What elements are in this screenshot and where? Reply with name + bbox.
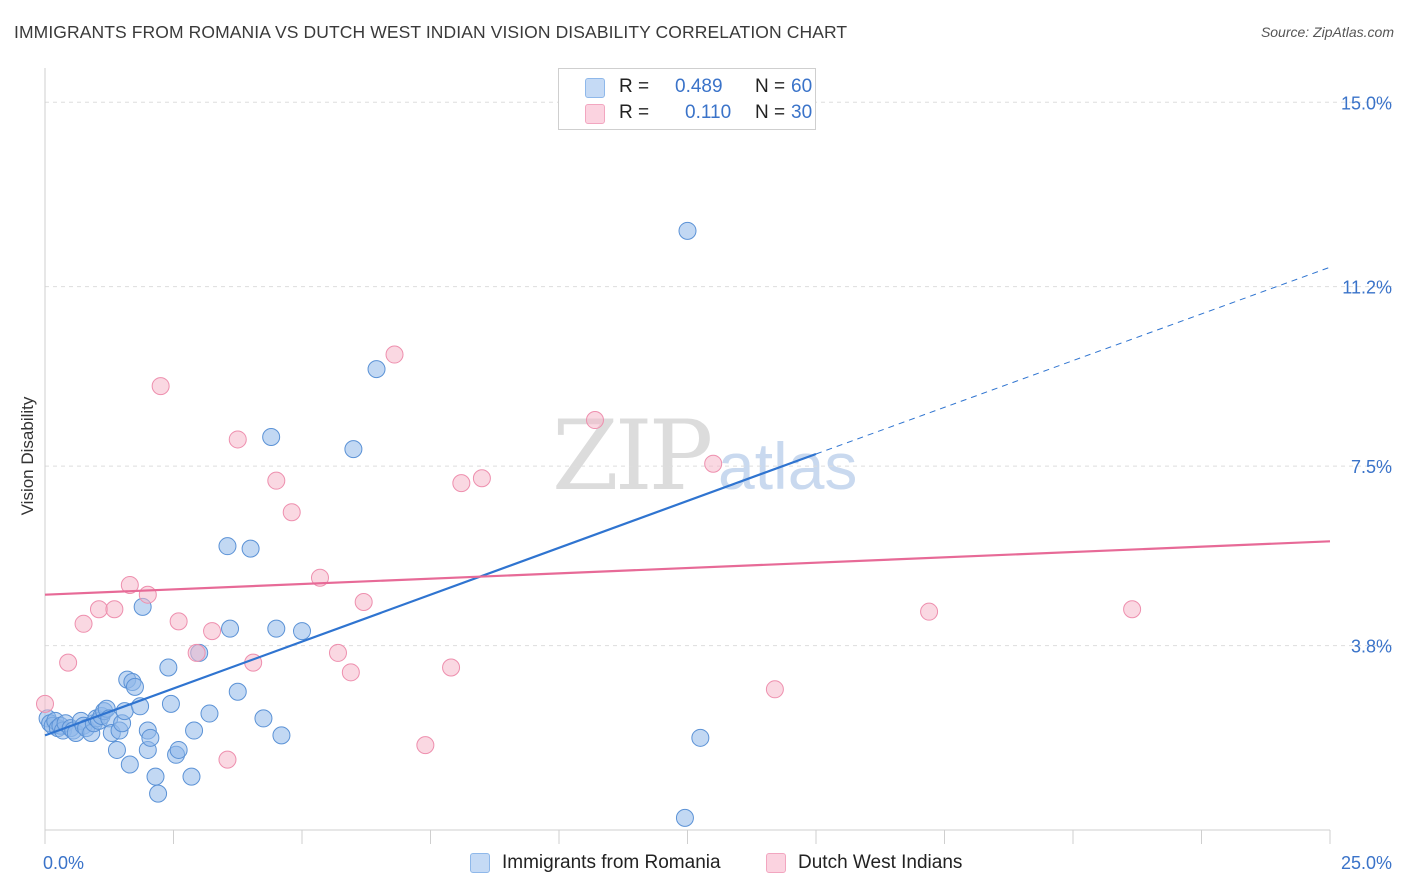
dutch-west-indian-point	[920, 602, 939, 621]
dutch-west-indian-point	[59, 653, 78, 672]
dutch-west-indian-point	[442, 658, 461, 677]
dutch-west-indian-point	[228, 430, 247, 449]
dutch-west-indian-trend-line	[44, 540, 1331, 596]
dutch-west-indian-point	[151, 377, 170, 396]
y-tick-label: 15.0%	[1341, 93, 1392, 113]
bottom-legend-label-dutch-west-indians: Dutch West Indians	[798, 852, 963, 873]
dutch-west-indian-point	[169, 612, 188, 631]
y-tick-label: 3.8%	[1351, 637, 1392, 657]
x-tick-label: 0.0%	[43, 853, 84, 873]
romania-trend-extension	[815, 266, 1331, 455]
chart-title: IMMIGRANTS FROM ROMANIA VS DUTCH WEST IN…	[14, 22, 848, 42]
romania-point	[182, 767, 201, 786]
dutch-west-indian-point	[765, 680, 784, 699]
y-tick-label: 7.5%	[1351, 457, 1392, 477]
romania-point	[221, 619, 240, 638]
romania-point	[185, 721, 204, 740]
romania-point	[159, 658, 178, 677]
dutch-west-indian-point	[341, 663, 360, 682]
dutch-west-indian-point	[1123, 600, 1142, 619]
legend-n-value: 30	[791, 102, 813, 123]
dutch-west-indian-point	[105, 600, 124, 619]
romania-point	[149, 784, 168, 803]
dutch-west-indian-point	[452, 474, 471, 493]
romania-point	[293, 622, 311, 641]
romania-point	[169, 740, 188, 759]
legend-n-label: N =	[755, 76, 786, 97]
legend-r-label: R =	[619, 76, 650, 97]
legend-r-value: 0.489	[675, 76, 723, 97]
romania-point	[161, 694, 180, 713]
dutch-west-indian-point	[328, 643, 347, 662]
romania-point	[267, 619, 286, 638]
romania-trend-line	[44, 452, 817, 737]
romania-point	[678, 221, 697, 240]
bottom-legend-swatch-romania	[470, 853, 490, 873]
y-tick-label: 11.2%	[1342, 278, 1392, 298]
legend-r-value: 0.110	[685, 102, 732, 123]
romania-point	[262, 428, 281, 447]
romania-point	[272, 726, 291, 745]
bottom-legend-label-romania: Immigrants from Romania	[502, 852, 721, 873]
y-axis-label: Vision Disability	[18, 396, 37, 516]
dutch-west-indian-point	[89, 600, 108, 619]
dutch-west-indian-point	[416, 736, 435, 755]
dutch-west-indian-point	[74, 614, 93, 633]
dutch-west-indian-point	[354, 592, 373, 611]
romania-point	[120, 755, 139, 774]
dutch-west-indian-point	[585, 411, 604, 430]
romania-point	[200, 704, 219, 723]
watermark-zip: ZIP	[552, 400, 713, 512]
dutch-west-indian-point	[138, 585, 157, 604]
romania-point	[241, 539, 260, 558]
dutch-west-indian-point	[203, 622, 222, 641]
source-label: Source: ZipAtlas.com	[1260, 24, 1394, 40]
dutch-west-indian-point	[385, 345, 404, 364]
romania-point	[254, 709, 273, 728]
dutch-west-indian-point	[120, 575, 139, 594]
romania-point	[344, 440, 363, 459]
legend-n-label: N =	[755, 102, 786, 123]
romania-point	[691, 728, 710, 747]
legend-n-value: 60	[791, 76, 813, 97]
dutch-west-indian-point	[310, 568, 329, 587]
dutch-west-indian-point	[218, 750, 237, 769]
romania-point	[125, 677, 144, 696]
romania-point	[228, 682, 247, 701]
dutch-west-indian-point	[36, 694, 54, 713]
dutch-west-indian-point	[472, 469, 491, 488]
romania-point	[218, 537, 237, 556]
legend-swatch-romania	[585, 78, 605, 98]
romania-point	[367, 360, 386, 379]
x-tick-label: 25.0%	[1341, 853, 1392, 873]
dutch-west-indian-point	[187, 643, 206, 662]
romania-point	[107, 740, 126, 759]
romania-point	[146, 767, 165, 786]
romania-point	[675, 808, 694, 827]
bottom-legend-swatch-dutch-west-indians	[766, 853, 786, 873]
dutch-west-indian-point	[704, 454, 723, 473]
legend-swatch-dutch-west-indians	[585, 104, 605, 124]
legend-r-label: R =	[619, 102, 650, 123]
romania-point	[141, 728, 160, 747]
dutch-west-indian-point	[282, 503, 301, 522]
dutch-west-indian-point	[267, 471, 286, 490]
stats-legend: R = 0.489 N = 60 R = 0.110 N = 30	[558, 68, 816, 130]
